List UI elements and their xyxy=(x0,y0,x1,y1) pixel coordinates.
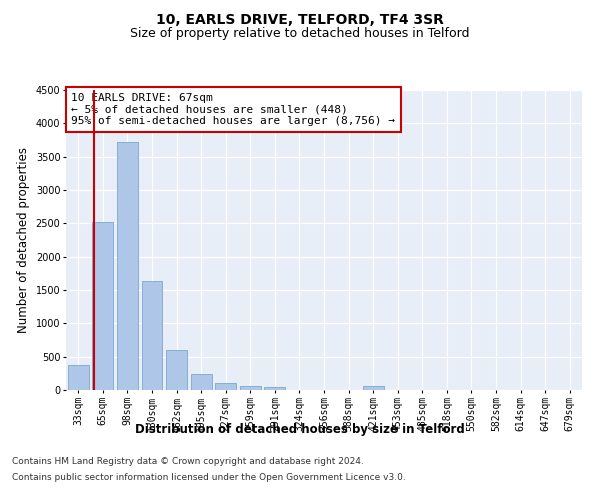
Text: Contains HM Land Registry data © Crown copyright and database right 2024.: Contains HM Land Registry data © Crown c… xyxy=(12,458,364,466)
Text: Size of property relative to detached houses in Telford: Size of property relative to detached ho… xyxy=(130,28,470,40)
Bar xyxy=(92,222,113,390)
Text: 10 EARLS DRIVE: 67sqm
← 5% of detached houses are smaller (448)
95% of semi-deta: 10 EARLS DRIVE: 67sqm ← 5% of detached h… xyxy=(71,93,395,126)
Bar xyxy=(142,280,163,390)
Text: Distribution of detached houses by size in Telford: Distribution of detached houses by size … xyxy=(135,422,465,436)
Y-axis label: Number of detached properties: Number of detached properties xyxy=(17,147,30,333)
Bar xyxy=(240,386,261,390)
Bar xyxy=(191,374,212,390)
Bar xyxy=(166,350,187,390)
Bar xyxy=(68,364,89,390)
Bar xyxy=(362,386,383,390)
Bar xyxy=(117,142,138,390)
Bar xyxy=(265,387,286,390)
Text: Contains public sector information licensed under the Open Government Licence v3: Contains public sector information licen… xyxy=(12,472,406,482)
Bar xyxy=(215,382,236,390)
Text: 10, EARLS DRIVE, TELFORD, TF4 3SR: 10, EARLS DRIVE, TELFORD, TF4 3SR xyxy=(156,12,444,26)
